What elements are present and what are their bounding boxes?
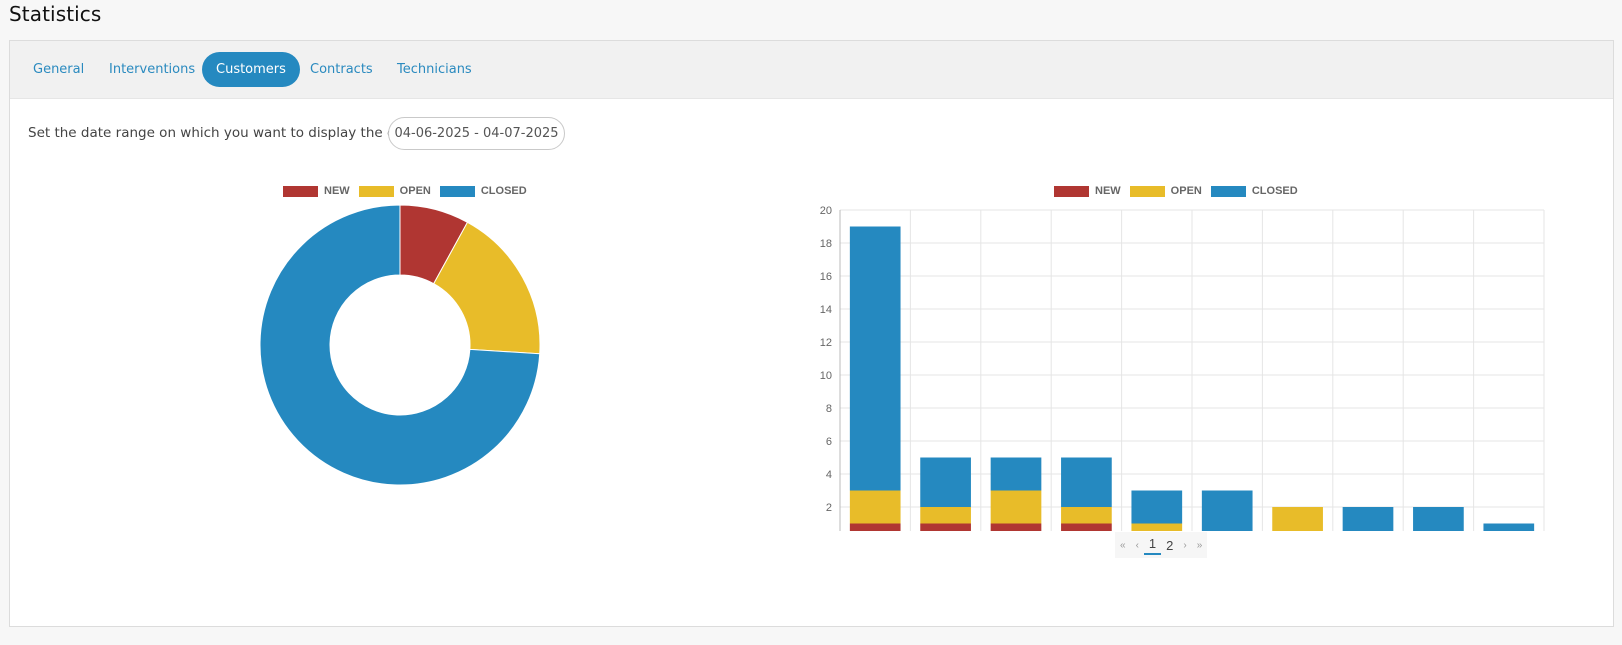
donut-slice-open[interactable] [433,221,541,355]
tab-general[interactable]: General [33,62,85,77]
bar-legend-label-new: NEW [1095,185,1121,197]
y-tick-label: 12 [820,337,832,349]
y-tick-label: 6 [826,436,832,448]
legend-item-new[interactable]: NEW [283,185,350,197]
pagination-page-2[interactable]: 2 [1166,537,1174,553]
legend-swatch-closed [439,185,475,197]
y-tick-label: 2 [826,502,832,514]
bar-closed[interactable] [849,226,901,491]
bar-closed[interactable] [1483,523,1535,532]
bar-open[interactable] [990,490,1042,524]
legend-item-closed[interactable]: CLOSED [439,185,527,197]
bar-legend: NEW OPEN CLOSED [1054,185,1307,197]
bar-new[interactable] [849,523,901,532]
legend-label-new: NEW [324,185,350,197]
bar-legend-item-open[interactable]: OPEN [1129,185,1202,197]
bar-closed[interactable] [1131,490,1183,524]
bar-legend-label-open: OPEN [1170,185,1202,197]
date-range-picker[interactable]: 04-06-2025 - 04-07-2025 [388,117,565,150]
bar-legend-item-closed[interactable]: CLOSED [1210,185,1298,197]
legend-item-open[interactable]: OPEN [358,185,431,197]
bar-closed[interactable] [1342,507,1394,531]
donut-slice-closed[interactable] [259,204,541,486]
donut-chart [259,204,541,486]
bar-closed[interactable] [1061,457,1112,508]
y-tick-label: 20 [820,205,832,217]
tab-contracts[interactable]: Contracts [310,62,373,77]
pagination-page-1[interactable]: 1 [1143,536,1162,555]
legend-swatch-new [283,185,318,197]
tab-bar: General Interventions Customers Contract… [10,41,1613,99]
pagination-first[interactable]: « [1120,539,1126,551]
bar-closed[interactable] [1201,490,1253,532]
pagination: « ‹ 1 2 › » [1115,532,1208,558]
legend-label-closed: CLOSED [480,185,527,197]
y-tick-label: 8 [826,403,832,415]
donut-legend: NEW OPEN CLOSED [283,185,536,197]
pagination-next[interactable]: › [1183,539,1187,551]
bar-closed[interactable] [920,457,971,508]
y-tick-label: 14 [820,304,832,316]
bar-open[interactable] [920,507,971,524]
bar-open[interactable] [1131,523,1183,532]
bar-legend-swatch-open [1129,185,1165,197]
statistics-panel: General Interventions Customers Contract… [9,40,1614,627]
legend-label-open: OPEN [399,185,431,197]
bar-new[interactable] [990,523,1042,532]
bar-open[interactable] [1272,507,1323,531]
bar-legend-swatch-new [1054,185,1089,197]
tab-customers[interactable]: Customers [202,52,300,87]
date-range-label: Set the date range on which you want to … [28,125,418,141]
bar-closed[interactable] [990,457,1042,491]
bar-legend-item-new[interactable]: NEW [1054,185,1121,197]
bar-new[interactable] [920,523,971,532]
y-tick-label: 10 [820,370,832,382]
bar-legend-swatch-closed [1210,185,1246,197]
tab-interventions[interactable]: Interventions [109,62,196,77]
y-tick-label: 4 [826,469,832,481]
page-title: Statistics [9,2,102,26]
bar-legend-label-closed: CLOSED [1251,185,1298,197]
pagination-prev[interactable]: ‹ [1135,539,1139,551]
stacked-bar-chart: 02468101214161820Azienda HAzienda IAzien… [820,205,1545,532]
bar-closed[interactable] [1413,507,1464,531]
bar-open[interactable] [1061,507,1112,524]
bar-open[interactable] [849,490,901,524]
legend-swatch-open [358,185,394,197]
tab-technicians[interactable]: Technicians [397,62,472,77]
y-tick-label: 16 [820,271,832,283]
bar-new[interactable] [1061,523,1112,532]
y-tick-label: 18 [820,238,832,250]
pagination-last[interactable]: » [1196,539,1203,551]
